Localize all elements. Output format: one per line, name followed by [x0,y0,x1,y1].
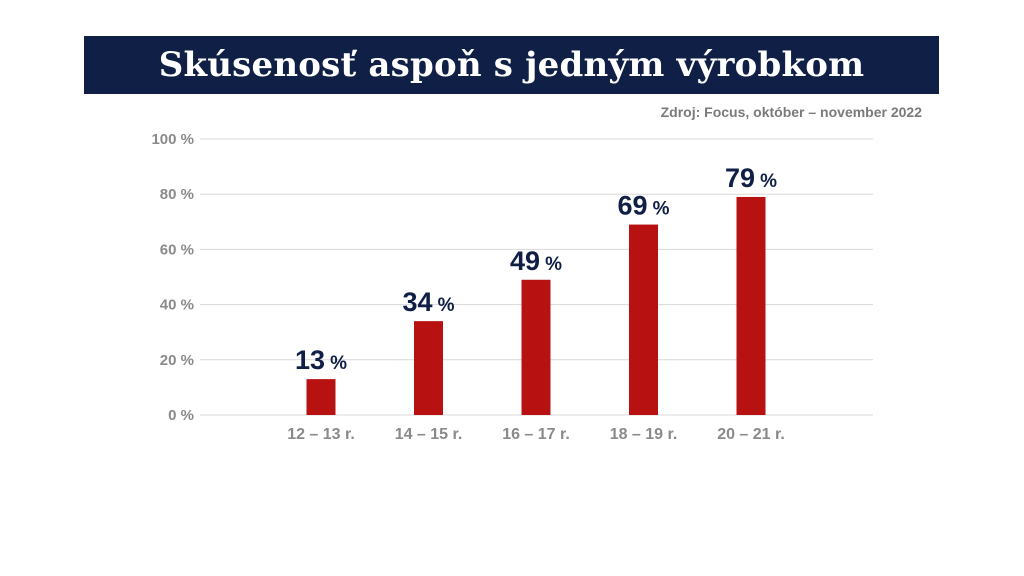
value-labels: 13 % 34 % 49 % 69 % 79% [295,163,777,375]
data-label: 79% [725,163,777,193]
y-tick-label: 0 % [168,407,194,424]
bar [306,379,336,415]
x-tick-label: 18 – 19 r. [610,426,678,443]
bar [414,321,443,415]
y-tick-label: 80 % [160,186,194,203]
source-note: Zdroj: Focus, október – november 2022 [660,104,922,120]
x-tick-label: 16 – 17 r. [502,426,570,443]
bars [306,196,766,415]
data-label: 69% [618,191,670,221]
bar [736,196,766,415]
x-tick-label: 14 – 15 r. [395,426,463,443]
bar [521,279,551,415]
y-tick-label: 20 % [160,352,194,369]
data-label: 49% [510,246,562,276]
x-axis-labels: 12 – 13 r. 14 – 15 r. 16 – 17 r. 18 – 19 r.… [287,426,785,443]
x-tick-label: 20 – 21 r. [717,426,785,443]
x-tick-label: 12 – 13 r. [287,426,355,443]
y-tick-label: 100 % [151,131,194,148]
y-tick-label: 40 % [160,297,194,314]
y-tick-label: 60 % [160,241,194,258]
data-label: 13% [295,345,347,375]
data-label: 34% [403,287,455,317]
y-axis-ticks: 0 % 20 % 40 % 60 % 80 % 100 % [151,131,194,424]
chart-title: Skúsenosť aspoň s jedným výrobkom [158,45,865,85]
title-bar: Skúsenosť aspoň s jedným výrobkom [84,36,939,94]
bar [629,224,658,415]
